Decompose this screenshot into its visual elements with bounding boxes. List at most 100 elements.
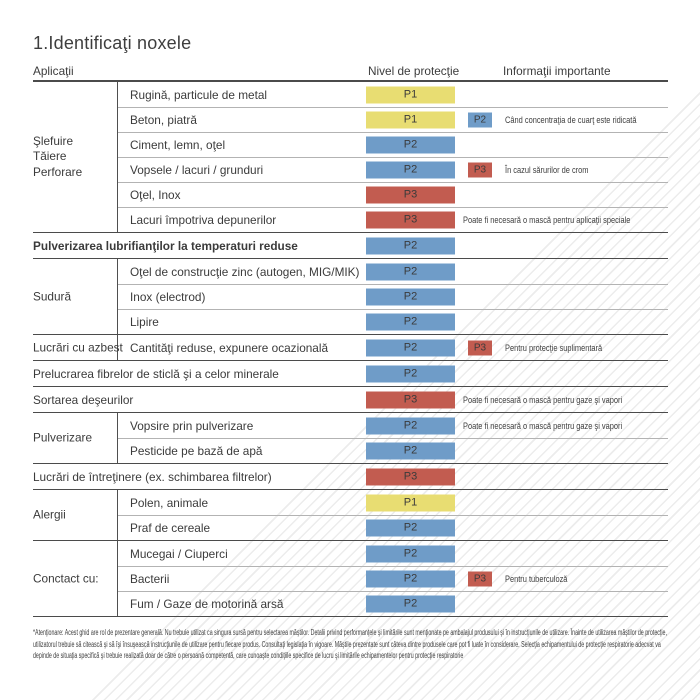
application-group: Conctact cu: Mucegai / Ciuperci P2 Bacterii… <box>33 541 668 617</box>
protection-badge-p1: P1 <box>366 111 455 128</box>
secondary-protection-badge-p3: P3 <box>468 340 492 355</box>
protection-badge-p3: P3 <box>366 468 455 485</box>
application-row-full: Lucrări de întreţinere (ex. schimbarea f… <box>33 464 668 490</box>
application-group: Pulverizare Vopsire prin pulverizare P2 Poa… <box>33 413 668 464</box>
application-label: Inox (electrod) <box>130 289 206 304</box>
group-label: Conctact cu: <box>33 570 99 585</box>
protection-badge-p2: P2 <box>366 161 455 178</box>
table-row: Sortarea deşeurilor P3 Poate fi necesară o… <box>33 387 668 412</box>
table-row: Lipire P2 <box>33 309 668 334</box>
table-row: Ciment, lemn, oţel P2 <box>33 132 668 157</box>
table-row: Cantităţi reduse, expunere ocazională P2 P… <box>33 335 668 360</box>
important-info-note: Poate fi necesară o mască pentru gaze şi… <box>463 420 623 431</box>
application-label: Prelucrarea fibrelor de sticlă şi a celo… <box>33 366 279 381</box>
table-row: Oţel, Inox P3 <box>33 182 668 207</box>
protection-badge-p2: P2 <box>366 417 455 434</box>
group-divider-line <box>117 541 118 616</box>
application-group: Şlefuire Tăiere Perforare Rugină, particu… <box>33 82 668 233</box>
table-row: Pulverizarea lubrifianţilor la temperatu… <box>33 233 668 258</box>
table-row: Oţel de construcţie zinc (autogen, MIG/M… <box>33 259 668 284</box>
application-label: Vopsire prin pulverizare <box>130 418 254 433</box>
application-label: Lucrări de întreţinere (ex. schimbarea f… <box>33 469 272 484</box>
application-group: Alergii Polen, animale P1 Praf de cereale P2 <box>33 490 668 541</box>
table-row: Lucrări de întreţinere (ex. schimbarea f… <box>33 464 668 489</box>
group-label: Lucrări cu azbest <box>33 339 123 354</box>
protection-badge-p2: P2 <box>366 237 455 254</box>
table-row: Prelucrarea fibrelor de sticlă şi a celo… <box>33 361 668 386</box>
group-divider-line <box>117 335 118 360</box>
application-label: Praf de cereale <box>130 520 211 535</box>
secondary-protection-badge-p3: P3 <box>468 162 492 177</box>
application-row-full: Prelucrarea fibrelor de sticlă şi a celo… <box>33 361 668 387</box>
secondary-protection-badge-p2: P2 <box>468 112 492 127</box>
table-row: Beton, piatră P1 P2 Când concentraţia de cu… <box>33 107 668 132</box>
column-header-protection-level: Nivel de protecţie <box>368 64 460 78</box>
protection-badge-p2: P2 <box>366 570 455 587</box>
protection-badge-p2: P2 <box>366 263 455 280</box>
table-row: Vopsire prin pulverizare P2 Poate fi neces… <box>33 413 668 438</box>
group-label: Sudură <box>33 288 72 303</box>
application-label: Ciment, lemn, oţel <box>130 137 226 152</box>
protection-badge-p1: P1 <box>366 494 455 511</box>
important-info-note: Poate fi necesară o mască pentru gaze şi… <box>463 394 623 405</box>
application-label: Lacuri împotriva depunerilor <box>130 212 277 227</box>
application-label: Beton, piatră <box>130 112 197 127</box>
application-label: Cantităţi reduse, expunere ocazională <box>130 340 329 355</box>
protection-badge-p2: P2 <box>366 136 455 153</box>
application-label: Mucegai / Ciuperci <box>130 546 228 561</box>
table-row: Praf de cereale P2 <box>33 515 668 540</box>
protection-badge-p3: P3 <box>366 391 455 408</box>
column-header-applications: Aplicaţii <box>33 64 74 78</box>
application-label: Polen, animale <box>130 495 209 510</box>
hazard-table: Şlefuire Tăiere Perforare Rugină, particu… <box>33 80 668 617</box>
protection-badge-p2: P2 <box>366 595 455 612</box>
table-row: Mucegai / Ciuperci P2 <box>33 541 668 566</box>
application-label: Oţel, Inox <box>130 187 181 202</box>
table-row: Vopsele / lacuri / grunduri P2 P3 În cazul … <box>33 157 668 182</box>
application-row-full: Pulverizarea lubrifianţilor la temperatu… <box>33 233 668 259</box>
application-label: Sortarea deşeurilor <box>33 392 134 407</box>
secondary-protection-badge-p3: P3 <box>468 571 492 586</box>
table-row: Fum / Gaze de motorină arsă P2 <box>33 591 668 616</box>
group-divider-line <box>117 413 118 463</box>
important-info-note: În cazul sărurilor de crom <box>505 164 589 175</box>
protection-badge-p3: P3 <box>366 186 455 203</box>
application-label: Pesticide pe bază de apă <box>130 443 263 458</box>
group-divider-line <box>117 490 118 540</box>
group-divider-line <box>117 82 118 232</box>
important-info-note: Pentru protecţie suplimentară <box>505 342 603 353</box>
footnote-text: *Atenţionare: Acest ghid are rol de prez… <box>33 628 667 661</box>
application-label: Vopsele / lacuri / grunduri <box>130 162 264 177</box>
table-row: Polen, animale P1 <box>33 490 668 515</box>
application-label: Pulverizarea lubrifianţilor la temperatu… <box>33 238 298 253</box>
application-label: Bacterii <box>130 571 170 586</box>
application-label: Fum / Gaze de motorină arsă <box>130 596 284 611</box>
application-label: Rugină, particule de metal <box>130 87 268 102</box>
column-header-important-info: Informaţii importante <box>503 64 611 78</box>
table-row: Lacuri împotriva depunerilor P3 Poate fi n… <box>33 207 668 232</box>
table-row: Pesticide pe bază de apă P2 <box>33 438 668 463</box>
protection-badge-p1: P1 <box>366 86 455 103</box>
important-info-note: Poate fi necesară o mască pentru aplicaţ… <box>463 214 631 225</box>
important-info-note: Când concentraţia de cuarţ este ridicată <box>505 114 637 125</box>
protection-badge-p3: P3 <box>366 211 455 228</box>
protection-badge-p2: P2 <box>366 365 455 382</box>
table-row: Inox (electrod) P2 <box>33 284 668 309</box>
protection-badge-p2: P2 <box>366 545 455 562</box>
protection-badge-p2: P2 <box>366 313 455 330</box>
important-info-note: Pentru tuberculoză <box>505 573 568 584</box>
application-label: Oţel de construcţie zinc (autogen, MIG/M… <box>130 264 360 279</box>
group-divider-line <box>117 259 118 334</box>
application-group: Sudură Oţel de construcţie zinc (autogen,… <box>33 259 668 335</box>
group-label: Alergii <box>33 507 66 522</box>
protection-badge-p2: P2 <box>366 288 455 305</box>
application-label: Lipire <box>130 314 159 329</box>
page-title: 1.Identificaţi noxele <box>33 33 192 53</box>
protection-badge-p2: P2 <box>366 442 455 459</box>
group-label: Pulverizare <box>33 430 93 445</box>
table-row: Rugină, particule de metal P1 <box>33 82 668 107</box>
protection-badge-p2: P2 <box>366 519 455 536</box>
group-label: Şlefuire Tăiere Perforare <box>33 134 83 179</box>
